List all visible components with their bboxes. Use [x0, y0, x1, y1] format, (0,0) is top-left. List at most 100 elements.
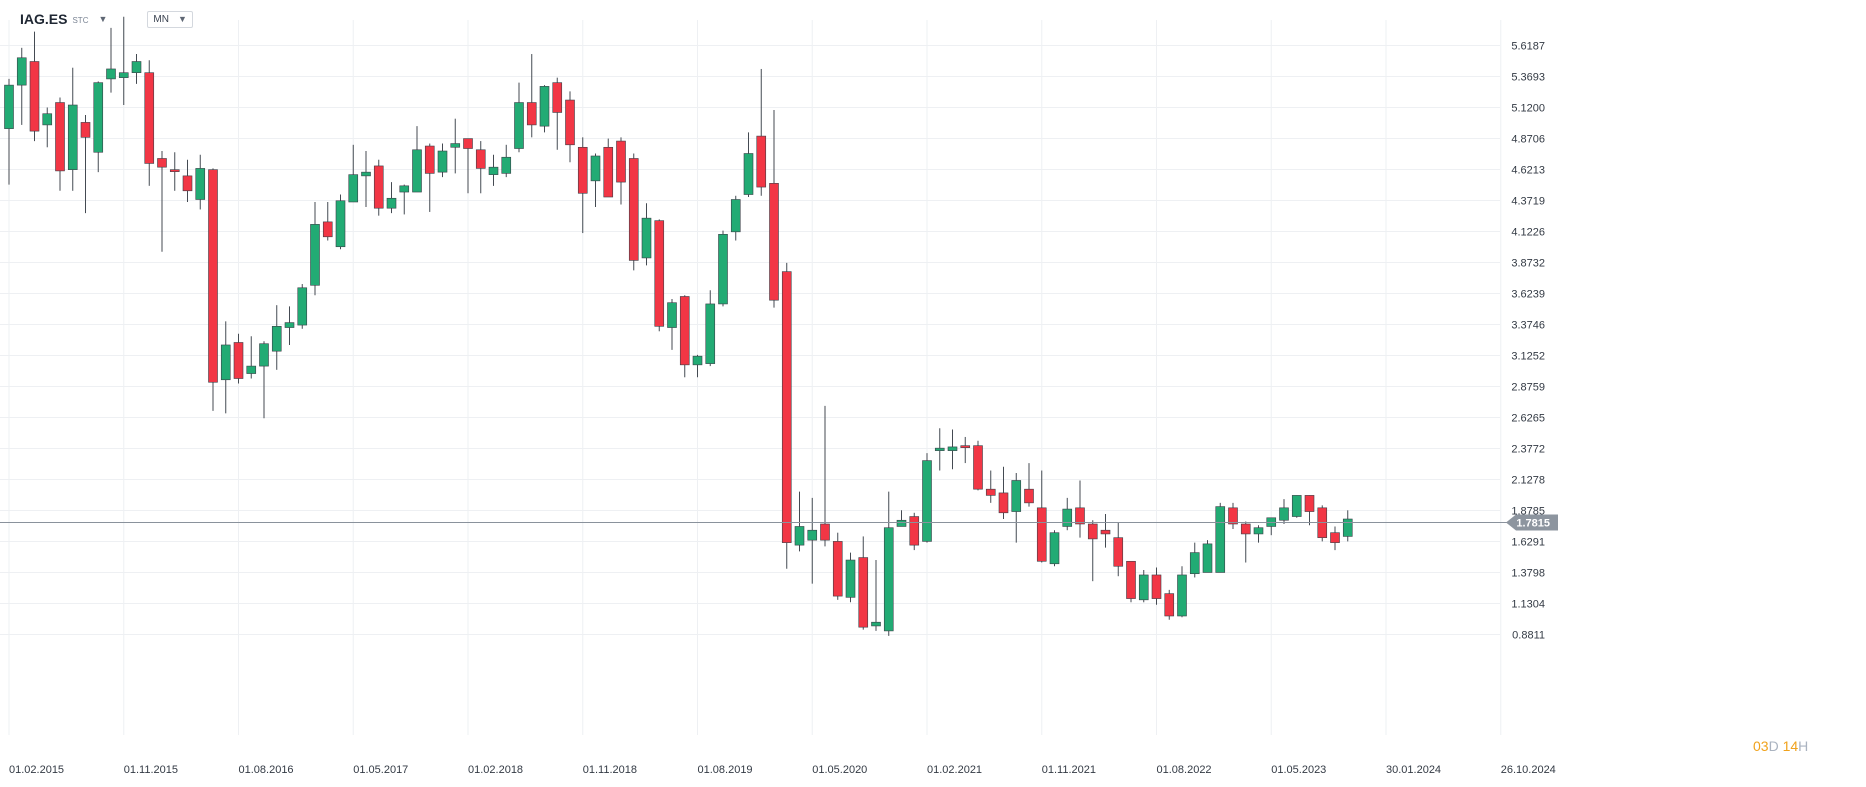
candle-body	[412, 149, 422, 193]
candle-body	[106, 68, 116, 80]
candle-body	[284, 322, 295, 328]
y-tick-label: 2.6265	[1511, 413, 1545, 425]
candle-body	[1138, 574, 1149, 601]
candle-up	[246, 336, 257, 379]
candle-body	[1291, 495, 1302, 517]
candle-up	[705, 290, 716, 367]
candle-body	[858, 557, 869, 628]
countdown-days-unit: D	[1768, 738, 1779, 754]
price-axis[interactable]: 5.6187 5.3693 5.1200 4.8706 4.6213 4.3719 4.12…	[1511, 41, 1545, 642]
x-tick-label: 01.02.2018	[468, 764, 523, 776]
countdown-hours: 14	[1782, 738, 1799, 754]
candle-body	[667, 302, 677, 328]
y-tick-label: 2.3772	[1511, 443, 1545, 455]
candle-up	[118, 16, 129, 106]
candle-body	[373, 165, 384, 209]
candle-body	[118, 72, 129, 78]
symbol-selector[interactable]: IAG.ES STC ▼	[20, 11, 107, 27]
candle-body	[807, 529, 818, 541]
candle-down	[322, 201, 333, 241]
caret-down-icon: ▼	[98, 14, 108, 24]
candle-body	[1024, 488, 1034, 504]
candle-down	[169, 152, 180, 191]
candle-down	[1075, 480, 1085, 538]
candle-up	[807, 497, 818, 584]
candle-body	[246, 365, 257, 374]
candle-up	[1342, 510, 1353, 542]
candle-body	[348, 174, 359, 203]
candle-body	[871, 621, 881, 627]
x-tick-label: 01.02.2021	[927, 764, 982, 776]
candle-body	[820, 523, 830, 541]
candle-body	[4, 84, 14, 129]
time-axis[interactable]: 01.02.2015 01.11.2015 01.08.2016 01.05.2017…	[9, 764, 1556, 776]
candle-up	[1177, 566, 1187, 618]
candle-up	[412, 126, 422, 193]
candle-body	[1189, 552, 1200, 575]
candle-body	[169, 169, 180, 172]
candle-body	[1253, 527, 1264, 535]
y-tick-label: 1.8785	[1511, 505, 1545, 517]
candle-down	[182, 159, 193, 202]
candle-down	[565, 91, 575, 163]
candle-body	[1075, 507, 1085, 525]
candle-up	[131, 54, 142, 84]
candle-body	[565, 99, 575, 146]
candle-down	[603, 138, 614, 198]
y-tick-label: 2.8759	[1511, 381, 1545, 393]
y-tick-label: 4.3719	[1511, 196, 1545, 208]
candle-up	[271, 305, 282, 370]
candle-body	[463, 138, 473, 149]
candle-body	[1011, 480, 1022, 512]
candle-body	[1304, 495, 1315, 512]
candle-body	[208, 169, 218, 383]
y-tick-label: 1.1304	[1511, 599, 1545, 611]
candle-up	[450, 118, 461, 174]
y-tick-label: 3.6239	[1511, 289, 1545, 301]
candle-up	[539, 85, 550, 133]
candle-body	[501, 156, 512, 174]
candle-body	[985, 488, 996, 496]
x-tick-label: 01.08.2016	[239, 764, 294, 776]
candle-up	[1266, 517, 1277, 536]
candle-body	[934, 447, 945, 451]
candle-body	[1330, 532, 1340, 543]
candle-up	[896, 510, 907, 527]
candle-down	[858, 536, 869, 630]
candle-up	[718, 230, 728, 307]
candle-body	[1113, 537, 1124, 567]
candle-body	[641, 217, 652, 259]
candle-up	[16, 47, 27, 125]
candle-body	[144, 72, 155, 164]
candle-body	[718, 234, 728, 305]
candle-body	[514, 102, 524, 149]
candle-body	[743, 153, 754, 195]
candle-down	[1024, 463, 1034, 507]
candle-down	[577, 137, 588, 234]
candle-body	[424, 145, 435, 174]
candle-body	[310, 224, 320, 286]
candle-body	[526, 102, 537, 126]
candle-body	[386, 197, 397, 209]
candle-up	[1189, 542, 1200, 578]
candle-body	[1240, 523, 1251, 535]
candle-up	[361, 151, 371, 207]
candle-body	[80, 122, 91, 138]
grid	[0, 20, 1502, 735]
candle-up	[42, 107, 53, 148]
candle-down	[157, 151, 167, 252]
candle-body	[896, 519, 907, 527]
interval-selector[interactable]: MN ▼	[147, 10, 193, 28]
candle-body	[437, 150, 448, 173]
candle-up	[488, 154, 499, 186]
candle-body	[1036, 507, 1047, 562]
candle-up	[93, 81, 104, 173]
candle-up	[1215, 502, 1226, 573]
candle-body	[157, 158, 167, 168]
symbol-name: IAG.ES	[20, 11, 68, 27]
candle-body	[1279, 507, 1289, 521]
candle-up	[310, 201, 320, 296]
candle-down	[973, 440, 983, 491]
candle-down	[373, 159, 384, 216]
